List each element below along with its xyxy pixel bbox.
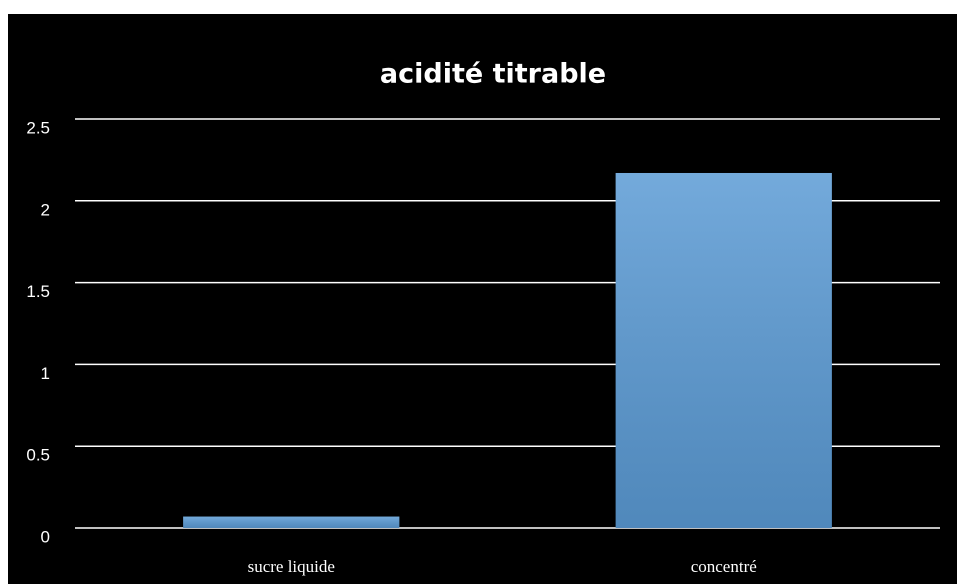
bar (183, 516, 400, 528)
x-tick-label: sucre liquide (248, 557, 335, 576)
y-tick-label: 1.5 (26, 282, 50, 301)
y-tick-label: 1 (41, 364, 50, 383)
y-tick-label: 2.5 (26, 118, 50, 137)
chart-title: acidité titrable (380, 59, 606, 90)
bar (615, 172, 832, 528)
y-tick-label: 2 (41, 200, 50, 219)
y-tick-label: 0.5 (26, 446, 50, 465)
x-tick-label: concentré (691, 557, 757, 576)
y-tick-label: 0 (41, 527, 50, 546)
